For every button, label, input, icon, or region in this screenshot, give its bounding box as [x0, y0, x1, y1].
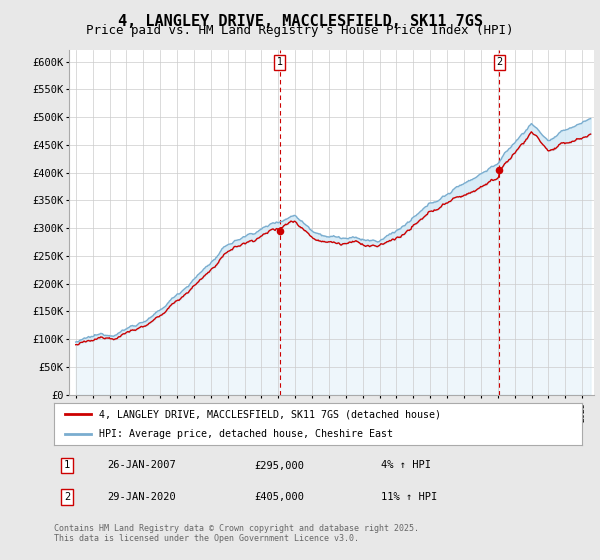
Text: 26-JAN-2007: 26-JAN-2007	[107, 460, 176, 470]
Text: 4, LANGLEY DRIVE, MACCLESFIELD, SK11 7GS: 4, LANGLEY DRIVE, MACCLESFIELD, SK11 7GS	[118, 14, 482, 29]
Text: £295,000: £295,000	[254, 460, 305, 470]
Point	[494, 165, 504, 174]
Point	[275, 226, 284, 235]
Text: Contains HM Land Registry data © Crown copyright and database right 2025.
This d: Contains HM Land Registry data © Crown c…	[54, 524, 419, 543]
Text: 2: 2	[64, 492, 70, 502]
Text: 1: 1	[64, 460, 70, 470]
Text: 2: 2	[496, 57, 502, 67]
Text: 29-JAN-2020: 29-JAN-2020	[107, 492, 176, 502]
Text: 1: 1	[277, 57, 283, 67]
Text: £405,000: £405,000	[254, 492, 305, 502]
Text: 11% ↑ HPI: 11% ↑ HPI	[382, 492, 437, 502]
Text: Price paid vs. HM Land Registry's House Price Index (HPI): Price paid vs. HM Land Registry's House …	[86, 24, 514, 37]
Text: HPI: Average price, detached house, Cheshire East: HPI: Average price, detached house, Ches…	[99, 429, 393, 438]
Text: 4% ↑ HPI: 4% ↑ HPI	[382, 460, 431, 470]
Text: 4, LANGLEY DRIVE, MACCLESFIELD, SK11 7GS (detached house): 4, LANGLEY DRIVE, MACCLESFIELD, SK11 7GS…	[99, 409, 441, 419]
